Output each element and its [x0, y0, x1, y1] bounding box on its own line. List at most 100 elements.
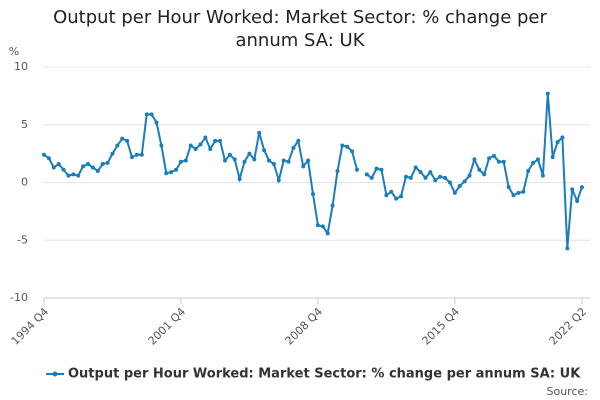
x-tick-label: 2015 Q4: [420, 305, 463, 348]
point: [506, 185, 511, 190]
point: [188, 143, 193, 148]
point: [159, 143, 164, 148]
point: [242, 159, 247, 164]
point: [154, 120, 159, 125]
point: [472, 157, 477, 162]
point: [418, 170, 423, 175]
point: [193, 147, 198, 152]
point: [369, 175, 374, 180]
point: [330, 203, 335, 208]
point: [521, 189, 526, 194]
point: [232, 157, 237, 162]
point: [95, 168, 100, 173]
point: [252, 157, 257, 162]
point: [56, 162, 61, 167]
point: [306, 158, 311, 163]
point: [276, 178, 281, 183]
point: [379, 167, 384, 172]
point: [423, 175, 428, 180]
point: [51, 165, 56, 170]
point: [526, 168, 531, 173]
point: [443, 175, 448, 180]
point: [560, 135, 565, 140]
chart-title: Output per Hour Worked: Market Sector: %…: [53, 7, 547, 51]
y-unit: %: [9, 45, 19, 58]
x-tick-label: 1994 Q4: [9, 305, 52, 348]
point: [169, 170, 174, 175]
point: [345, 144, 350, 149]
x-tick-label: 2022 Q2: [547, 305, 590, 348]
point: [286, 159, 291, 164]
point: [335, 168, 340, 173]
point: [580, 185, 584, 190]
point: [433, 178, 438, 183]
point: [545, 91, 550, 96]
point: [164, 171, 169, 176]
point: [540, 173, 545, 178]
point: [570, 187, 575, 192]
y-tick-label: 0: [21, 176, 28, 189]
point: [340, 143, 345, 148]
point: [301, 164, 306, 169]
series-line: [43, 93, 583, 249]
point: [389, 189, 394, 194]
point: [457, 183, 462, 188]
point: [467, 173, 472, 178]
point: [139, 152, 144, 157]
point: [134, 152, 139, 157]
point: [477, 167, 482, 172]
point: [491, 153, 496, 158]
point: [76, 173, 81, 178]
point: [227, 152, 232, 157]
legend-marker: [52, 371, 58, 377]
point: [105, 160, 110, 165]
point: [218, 138, 223, 143]
point: [511, 193, 516, 198]
point: [110, 151, 115, 156]
point: [487, 156, 492, 161]
point: [535, 157, 540, 162]
point: [496, 159, 501, 164]
point: [115, 143, 120, 148]
point: [311, 192, 315, 197]
point: [399, 194, 404, 199]
point: [144, 112, 149, 117]
point: [482, 172, 487, 177]
point: [213, 138, 218, 143]
point: [149, 112, 154, 117]
point: [315, 223, 320, 228]
point: [203, 135, 208, 140]
point: [384, 193, 389, 198]
point: [447, 180, 452, 185]
point: [262, 148, 267, 153]
point: [120, 136, 125, 141]
point: [531, 160, 536, 165]
point: [565, 246, 570, 251]
point: [130, 155, 135, 160]
x-tick-label: 2008 Q4: [283, 305, 326, 348]
point: [86, 162, 91, 167]
point: [374, 166, 379, 171]
point: [403, 174, 408, 179]
point: [125, 138, 130, 143]
point: [237, 177, 242, 182]
point: [66, 173, 71, 178]
point: [408, 175, 413, 180]
point: [90, 165, 95, 170]
point: [247, 151, 252, 156]
point: [71, 172, 76, 177]
point: [271, 162, 276, 167]
point: [208, 147, 213, 152]
point: [222, 158, 227, 163]
y-tick-label: 5: [21, 118, 28, 131]
point: [428, 170, 433, 175]
point: [266, 158, 271, 163]
point: [413, 165, 418, 170]
point: [462, 179, 467, 184]
point: [198, 142, 203, 147]
point: [61, 167, 66, 172]
point: [178, 159, 183, 164]
point: [555, 140, 560, 145]
